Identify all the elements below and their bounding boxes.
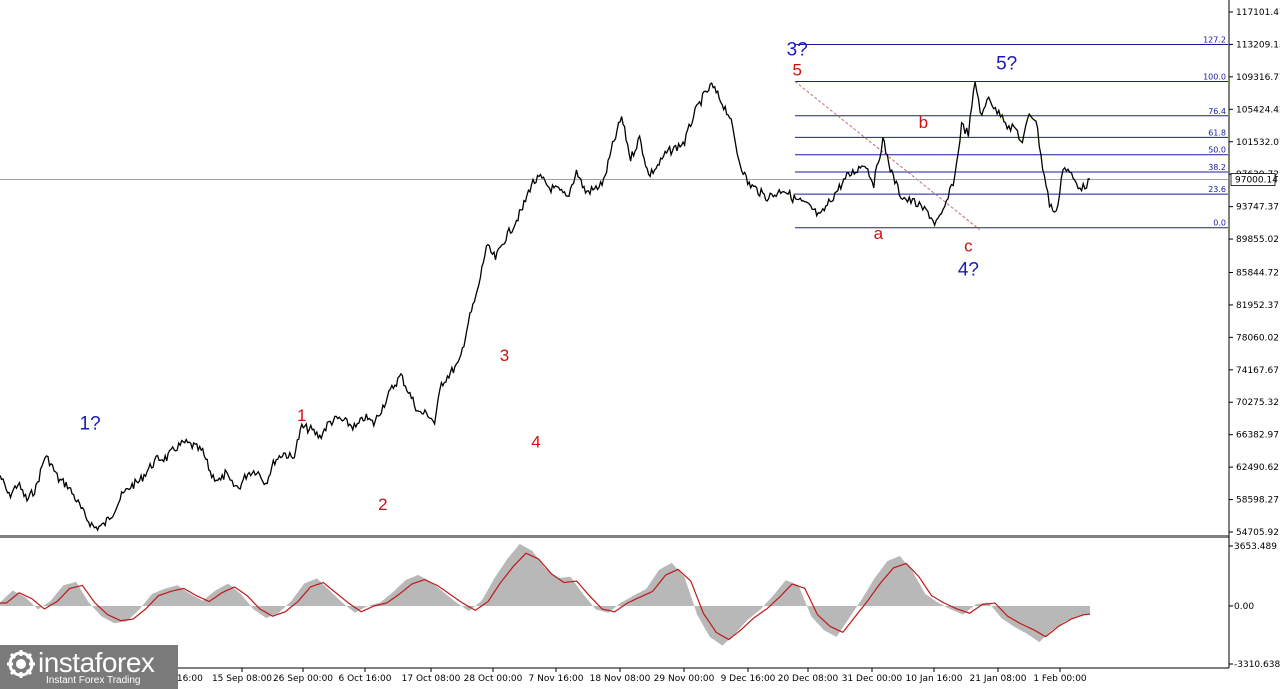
- price-tick-label: 66382.97: [1236, 431, 1279, 441]
- oscillator-signal-line: [0, 552, 1091, 641]
- fib-level-label: 76.4: [1208, 107, 1226, 116]
- time-tick-label: 18 Nov 08:00: [590, 674, 651, 684]
- time-tick-label: 17 Oct 08:00: [402, 674, 461, 684]
- price-tick-label: 117101.47: [1236, 8, 1280, 18]
- oscillator-panel: 3653.489 0.00 -3310.638: [0, 542, 1280, 670]
- time-tick-label: 31 Dec 00:00: [842, 674, 903, 684]
- fib-level-label: 23.6: [1208, 185, 1226, 194]
- price-series-line: [0, 81, 1091, 532]
- time-tick-label: 26 Sep 00:00: [273, 674, 333, 684]
- price-tick-label: 74167.67: [1236, 366, 1279, 376]
- price-tick-label: 109316.77: [1236, 73, 1280, 83]
- fib-level-label: 100.0: [1203, 72, 1226, 81]
- time-tick-label: 6 Oct 16:00: [339, 674, 392, 684]
- wave-label: 4?: [958, 260, 979, 281]
- wave-label: 5: [792, 60, 801, 79]
- wave-label: 3?: [787, 39, 808, 60]
- time-tick-label: 7 Nov 16:00: [529, 674, 584, 684]
- osc-tick-label: -3310.638: [1234, 660, 1280, 670]
- price-tick-label: 93747.37: [1236, 203, 1279, 213]
- price-tick-label: 101532.07: [1236, 138, 1280, 148]
- wave-label: 3: [500, 346, 509, 365]
- price-panel: [0, 0, 1229, 535]
- time-axis: 15 Sep 08:00 26 Sep 00:00 6 Oct 16:00 17 Oc…: [157, 668, 1087, 684]
- wave-label: 4: [531, 432, 540, 451]
- instaforex-logo: instaforex Instant Forex Trading: [0, 645, 178, 689]
- price-tick-label: 54705.92: [1236, 528, 1279, 538]
- fib-level-label: 38.2: [1208, 163, 1226, 172]
- wave-label: 1?: [80, 414, 101, 435]
- time-tick-label: 28 Oct 00:00: [464, 674, 523, 684]
- price-tick-label: 81952.37: [1236, 301, 1279, 311]
- logo-icon: [7, 650, 35, 678]
- time-tick-label: 20 Dec 08:00: [778, 674, 839, 684]
- price-tick-label: 105424.42: [1236, 105, 1280, 115]
- price-tick-label: 58598.27: [1236, 496, 1279, 506]
- fib-level-label: 50.0: [1208, 146, 1226, 155]
- price-tick-label: 113209.15: [1236, 40, 1280, 50]
- price-tick-label: 70275.32: [1236, 398, 1279, 408]
- wave-label: c: [964, 237, 973, 256]
- panel-separator[interactable]: [0, 535, 1229, 538]
- time-tick-label: 9 Dec 16:00: [721, 674, 776, 684]
- fib-level-label: 127.2: [1203, 35, 1226, 44]
- price-tick-label: 78060.02: [1236, 333, 1279, 343]
- fib-level-label: 0.0: [1213, 219, 1226, 228]
- wave-labels: 1? 1 2 3 4 53? a b 5? c 4?: [80, 39, 1018, 514]
- current-price-box: [1230, 173, 1276, 186]
- dashed-trend-line[interactable]: [794, 81, 980, 231]
- price-tick-label: 85844.72: [1236, 268, 1279, 278]
- wave-label: 5?: [996, 54, 1017, 75]
- time-tick-label: 21 Jan 08:00: [970, 674, 1027, 684]
- time-tick-label: 15 Sep 08:00: [212, 674, 272, 684]
- fib-level-label: 61.8: [1208, 128, 1226, 137]
- wave-label: b: [919, 113, 928, 132]
- fibonacci-retracement[interactable]: 127.2 100.0 76.4 61.8 50.0 38.2 23.6 0.0: [794, 35, 1228, 229]
- oscillator-histogram: [0, 543, 1090, 646]
- price-tick-label: 62490.62: [1236, 463, 1279, 473]
- wave-label: 1: [297, 406, 306, 425]
- time-tick-label: 1 Feb 00:00: [1033, 674, 1087, 684]
- current-price-label: 97000.14: [1235, 176, 1278, 186]
- time-tick-label-partial: Sep 16:00: [157, 674, 203, 684]
- time-tick-label: 10 Jan 16:00: [906, 674, 963, 684]
- price-tick-label: 89855.02: [1236, 235, 1279, 245]
- wave-label: 2: [378, 495, 387, 514]
- osc-tick-label: 0.00: [1234, 602, 1254, 612]
- price-axis: 117101.47 113209.15 109316.77 105424.42 1015…: [1229, 8, 1280, 538]
- osc-tick-label: 3653.489: [1234, 542, 1277, 552]
- time-tick-label: 29 Nov 00:00: [654, 674, 715, 684]
- wave-label: a: [874, 224, 884, 243]
